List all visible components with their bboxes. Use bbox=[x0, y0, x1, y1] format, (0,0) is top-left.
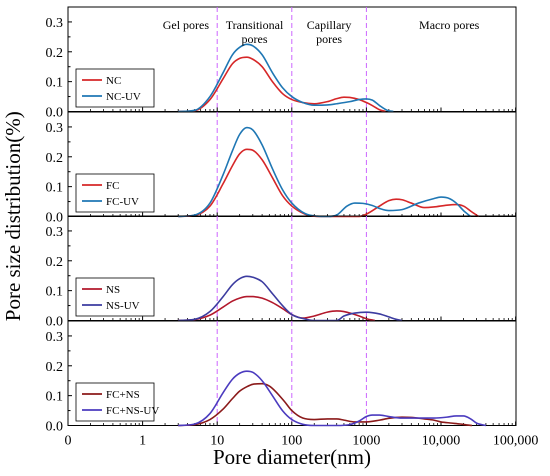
legend: FC+NS FC+NS-UV bbox=[75, 382, 159, 422]
series-fc-ns bbox=[178, 382, 473, 427]
region-label: Transitional bbox=[226, 18, 284, 32]
x-tick-label: 100 bbox=[281, 434, 302, 449]
x-tick-label: 10 bbox=[210, 434, 224, 449]
chart-panel-2: 0.0 0.1 0.2 0.3 FC FC-UV bbox=[46, 111, 517, 226]
chart-panel-1: 0.0 0.1 0.2 0.3 NC NC-UV Gel pores Transitional… bbox=[46, 6, 517, 121]
x-tick-label: 10,000 bbox=[422, 434, 461, 449]
region-label: Gel pores bbox=[163, 18, 210, 32]
legend-label: NS-UV bbox=[106, 300, 140, 312]
y-tick-label: 0.0 bbox=[46, 315, 64, 330]
legend: FC FC-UV bbox=[75, 173, 155, 213]
y-tick-label: 0.3 bbox=[46, 121, 64, 136]
y-axis-title: Pore size distribution(%) bbox=[1, 111, 25, 321]
y-tick-label: 0.0 bbox=[46, 106, 64, 121]
series-fc bbox=[178, 148, 480, 218]
legend: NC NC-UV bbox=[75, 68, 155, 108]
series-line bbox=[178, 275, 403, 322]
x-tick-label: 1 bbox=[139, 434, 146, 449]
y-tick-label: 0.1 bbox=[46, 285, 64, 300]
y-tick-label: 0.2 bbox=[46, 46, 64, 61]
y-tick-label: 0.1 bbox=[46, 390, 64, 405]
y-tick-label: 0.0 bbox=[46, 211, 64, 226]
legend-label: NC bbox=[106, 75, 121, 87]
series-line bbox=[178, 148, 480, 218]
x-axis-title: Pore diameter(nm) bbox=[213, 445, 371, 469]
y-tick-label: 0.0 bbox=[46, 420, 64, 435]
series-line bbox=[178, 43, 394, 113]
legend: NS NS-UV bbox=[75, 277, 155, 317]
series-fc-uv bbox=[178, 126, 472, 218]
region-label: Capillary bbox=[307, 18, 352, 32]
chart-panels: 0.0 0.1 0.2 0.3 NC NC-UV Gel pores Transitional… bbox=[46, 6, 517, 435]
series-line bbox=[178, 56, 386, 113]
legend-box bbox=[75, 277, 155, 317]
y-tick-label: 0.3 bbox=[46, 225, 64, 240]
series-line bbox=[178, 295, 376, 322]
y-tick-label: 0.2 bbox=[46, 255, 64, 270]
series-nc-uv bbox=[178, 43, 394, 113]
series-line bbox=[178, 126, 472, 218]
y-tick-label: 0.1 bbox=[46, 76, 64, 91]
x-tick-label: 100,000 bbox=[493, 434, 539, 449]
series-line bbox=[178, 382, 473, 427]
chart-panel-3: 0.0 0.1 0.2 0.3 NS NS-UV bbox=[46, 215, 517, 330]
y-tick-label: 0.3 bbox=[46, 16, 64, 31]
series-nc bbox=[178, 56, 386, 113]
legend-label: NC-UV bbox=[106, 91, 141, 103]
x-tick-label: 0 bbox=[65, 434, 72, 449]
series-line bbox=[178, 370, 487, 427]
legend-label: FC-UV bbox=[106, 196, 139, 208]
y-tick-label: 0.2 bbox=[46, 151, 64, 166]
series-fc-ns-uv bbox=[178, 370, 487, 427]
x-tick-label: 1000 bbox=[352, 434, 380, 449]
y-tick-label: 0.2 bbox=[46, 360, 64, 375]
legend-label: FC+NS-UV bbox=[106, 405, 159, 417]
x-axis: 0 1 10 100 1000 10,000 100,000 bbox=[65, 434, 539, 449]
region-label: Macro pores bbox=[419, 18, 480, 32]
region-label-line2: pores bbox=[316, 32, 342, 46]
legend-label: FC+NS bbox=[106, 389, 140, 401]
chart-panel-4: 0.0 0.1 0.2 0.3 FC+NS FC+NS-UV bbox=[46, 320, 517, 435]
legend-box bbox=[75, 382, 155, 422]
region-label-line2: pores bbox=[242, 32, 268, 46]
series-ns bbox=[178, 295, 376, 322]
legend-label: FC bbox=[106, 180, 119, 192]
legend-label: NS bbox=[106, 284, 120, 296]
legend-box bbox=[75, 68, 155, 108]
y-tick-label: 0.1 bbox=[46, 181, 64, 196]
y-tick-label: 0.3 bbox=[46, 330, 64, 345]
legend-box bbox=[75, 173, 155, 213]
